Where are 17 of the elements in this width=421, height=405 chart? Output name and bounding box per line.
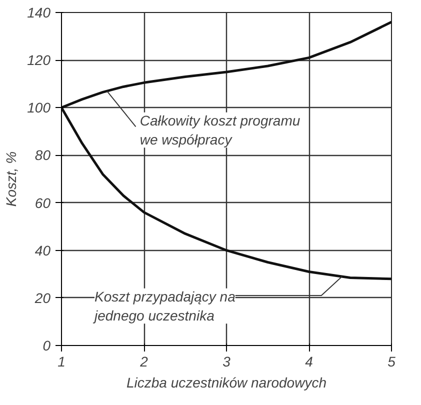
x-axis-title: Liczba uczestników narodowych (126, 374, 327, 390)
y-tick-label: 140 (27, 4, 51, 20)
y-tick-label: 80 (34, 147, 51, 164)
x-tick-label: 4 (305, 354, 314, 370)
annotation: Całkowity koszt programu we współpracy (140, 112, 300, 148)
annotation: Koszt przypadający na jednego uczestnika (92, 288, 236, 324)
x-tick-label: 1 (58, 354, 66, 370)
x-tick-label: 2 (139, 354, 148, 370)
y-tick-label: 20 (34, 290, 51, 306)
x-tick-label: 3 (222, 354, 231, 370)
y-tick-label: 100 (27, 100, 51, 116)
y-tick-label: 60 (34, 194, 51, 211)
y-tick-label: 40 (34, 242, 51, 258)
y-axis-title: Koszt, % (3, 151, 20, 207)
x-tick-label: 5 (388, 354, 396, 370)
y-tick-label: 0 (42, 338, 51, 354)
y-tick-label: 120 (27, 52, 51, 68)
